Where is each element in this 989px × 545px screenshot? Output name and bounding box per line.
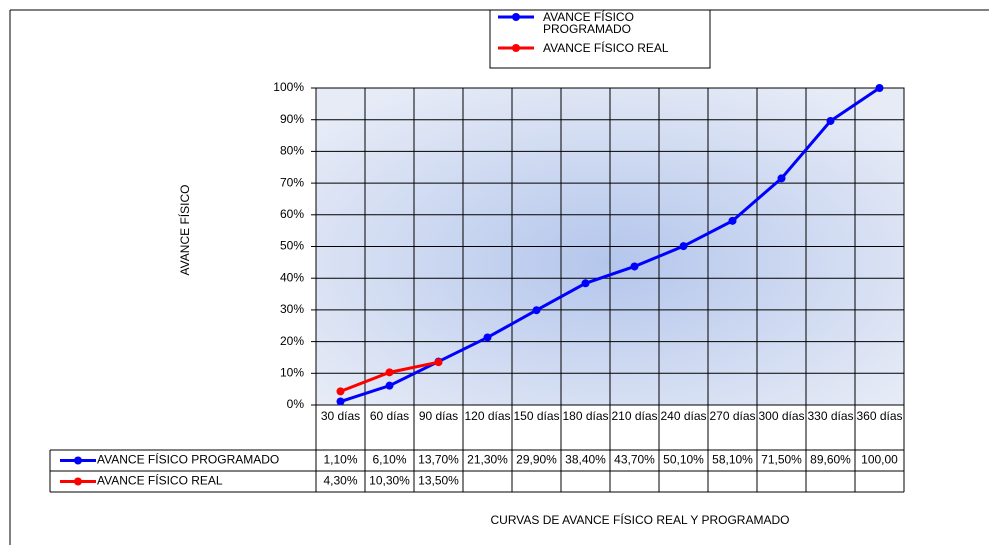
x-tick-label: 210 días (611, 409, 658, 423)
x-tick-label: 300 días (758, 409, 805, 423)
table-value: 13,50% (418, 474, 459, 488)
legend-label: AVANCE FÍSICO PROGRAMADO (543, 10, 634, 36)
x-tick-label: 90 días (418, 409, 459, 423)
x-tick-label: 30 días (320, 409, 361, 423)
series-line (340, 86, 881, 403)
data-point (434, 358, 443, 367)
y-tick-label: 70% (280, 175, 304, 189)
data-point (385, 368, 394, 377)
x-tick-label: 120 días (464, 409, 511, 423)
data-point (875, 84, 884, 92)
legend-label: AVANCE FÍSICO REAL (543, 41, 669, 55)
y-tick-label: 80% (280, 144, 304, 158)
y-tick-label: 100% (273, 80, 304, 94)
data-point (385, 381, 394, 390)
table-value: 71,50% (761, 453, 802, 467)
table-value: 21,30% (467, 453, 508, 467)
table-value: 50,10% (663, 453, 704, 467)
table-series-name: AVANCE FÍSICO REAL (97, 473, 223, 488)
data-point (826, 116, 835, 125)
table-value: 1,10% (323, 453, 357, 467)
y-tick-label: 50% (280, 239, 304, 253)
data-point (581, 279, 590, 288)
x-axis-title: CURVAS DE AVANCE FÍSICO REAL Y PROGRAMAD… (491, 512, 790, 527)
data-point (336, 387, 345, 396)
legend-key (512, 13, 520, 21)
legend-key (74, 456, 82, 465)
table-value: 10,30% (369, 474, 410, 488)
data-point (483, 333, 492, 342)
x-tick-label: 360 días (856, 409, 903, 423)
table-series-name: AVANCE FÍSICO PROGRAMADO (97, 452, 279, 467)
table-value: 13,70% (418, 453, 459, 467)
x-tick-label: 270 días (709, 409, 756, 423)
data-point (336, 397, 345, 406)
x-tick-label: 330 días (807, 409, 854, 423)
y-tick-label: 10% (280, 365, 304, 379)
x-tick-label: 60 días (369, 409, 410, 423)
legend-box (489, 9, 711, 69)
y-tick-label: 30% (280, 302, 304, 316)
data-point (777, 174, 786, 183)
data-point (679, 242, 688, 251)
table-value: 29,90% (516, 453, 557, 467)
legend-key (512, 44, 520, 52)
y-tick-label: 20% (280, 334, 304, 348)
table-value: 6,10% (372, 453, 406, 467)
table-value: 43,70% (614, 453, 655, 467)
data-point (532, 306, 541, 315)
table-value: 4,30% (323, 474, 357, 488)
x-tick-label: 180 días (562, 409, 609, 423)
table-value: 100,00 (861, 453, 898, 467)
x-tick-label: 150 días (513, 409, 560, 423)
y-axis-title: AVANCE FÍSICO (177, 185, 192, 276)
legend-key (74, 477, 82, 486)
data-point (728, 216, 737, 225)
table-value: 58,10% (712, 453, 753, 467)
y-tick-label: 90% (280, 112, 304, 126)
x-tick-label: 240 días (660, 409, 707, 423)
y-tick-label: 0% (287, 397, 305, 411)
data-point (630, 262, 639, 271)
y-tick-label: 60% (280, 207, 304, 221)
table-value: 89,60% (810, 453, 851, 467)
y-tick-label: 40% (280, 270, 304, 284)
table-value: 38,40% (565, 453, 606, 467)
